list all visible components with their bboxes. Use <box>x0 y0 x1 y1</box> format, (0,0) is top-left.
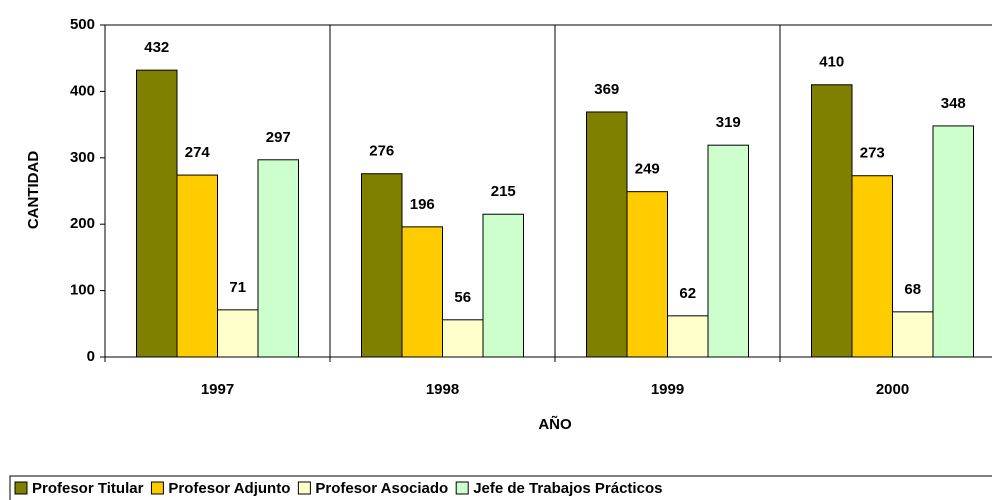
x-axis-label: AÑO <box>538 415 572 433</box>
x-tick-label: 1998 <box>426 381 459 398</box>
x-tick-label: 1999 <box>651 381 684 398</box>
y-tick-label: 300 <box>70 149 95 166</box>
bar <box>811 84 853 358</box>
data-label: 273 <box>860 145 885 162</box>
data-label: 410 <box>819 54 844 71</box>
bar <box>482 213 524 358</box>
data-label: 369 <box>594 81 619 98</box>
legend-label: Profesor Asociado <box>315 480 448 497</box>
bar <box>136 69 178 358</box>
data-label: 276 <box>369 143 394 160</box>
bar <box>217 309 259 358</box>
legend-label: Profesor Titular <box>32 480 144 497</box>
data-label: 297 <box>266 129 291 146</box>
bar <box>361 173 403 358</box>
data-label: 215 <box>491 183 516 200</box>
bar <box>667 315 709 358</box>
legend-swatch <box>14 481 28 495</box>
bar <box>932 125 974 358</box>
data-label: 319 <box>716 114 741 131</box>
y-tick-label: 0 <box>87 348 95 365</box>
bar <box>442 319 484 358</box>
y-tick-label: 200 <box>70 215 95 232</box>
bar <box>176 174 218 358</box>
data-label: 348 <box>941 95 966 112</box>
legend-swatch <box>150 481 164 495</box>
legend-label: Profesor Adjunto <box>168 480 290 497</box>
bar <box>586 111 628 358</box>
y-tick-label: 500 <box>70 16 95 33</box>
legend-swatch <box>455 481 469 495</box>
bar <box>851 175 893 358</box>
bar <box>707 144 749 358</box>
y-tick-label: 400 <box>70 82 95 99</box>
data-label: 274 <box>185 144 211 161</box>
y-axis-label: CANTIDAD <box>25 151 42 229</box>
data-label: 62 <box>679 285 696 302</box>
legend-swatch <box>297 481 311 495</box>
legend-box <box>9 475 992 500</box>
data-label: 56 <box>454 289 471 306</box>
data-label: 71 <box>229 279 246 296</box>
x-tick-label: 1997 <box>201 381 234 398</box>
legend-label: Jefe de Trabajos Prácticos <box>473 480 662 497</box>
bar <box>401 226 443 358</box>
data-label: 432 <box>144 39 169 56</box>
data-label: 196 <box>410 196 435 213</box>
data-label: 249 <box>635 161 660 178</box>
bar <box>892 311 934 358</box>
bar <box>626 191 668 358</box>
bar <box>257 159 299 358</box>
y-tick-label: 100 <box>70 282 95 299</box>
data-label: 68 <box>904 281 921 298</box>
x-tick-label: 2000 <box>876 381 909 398</box>
